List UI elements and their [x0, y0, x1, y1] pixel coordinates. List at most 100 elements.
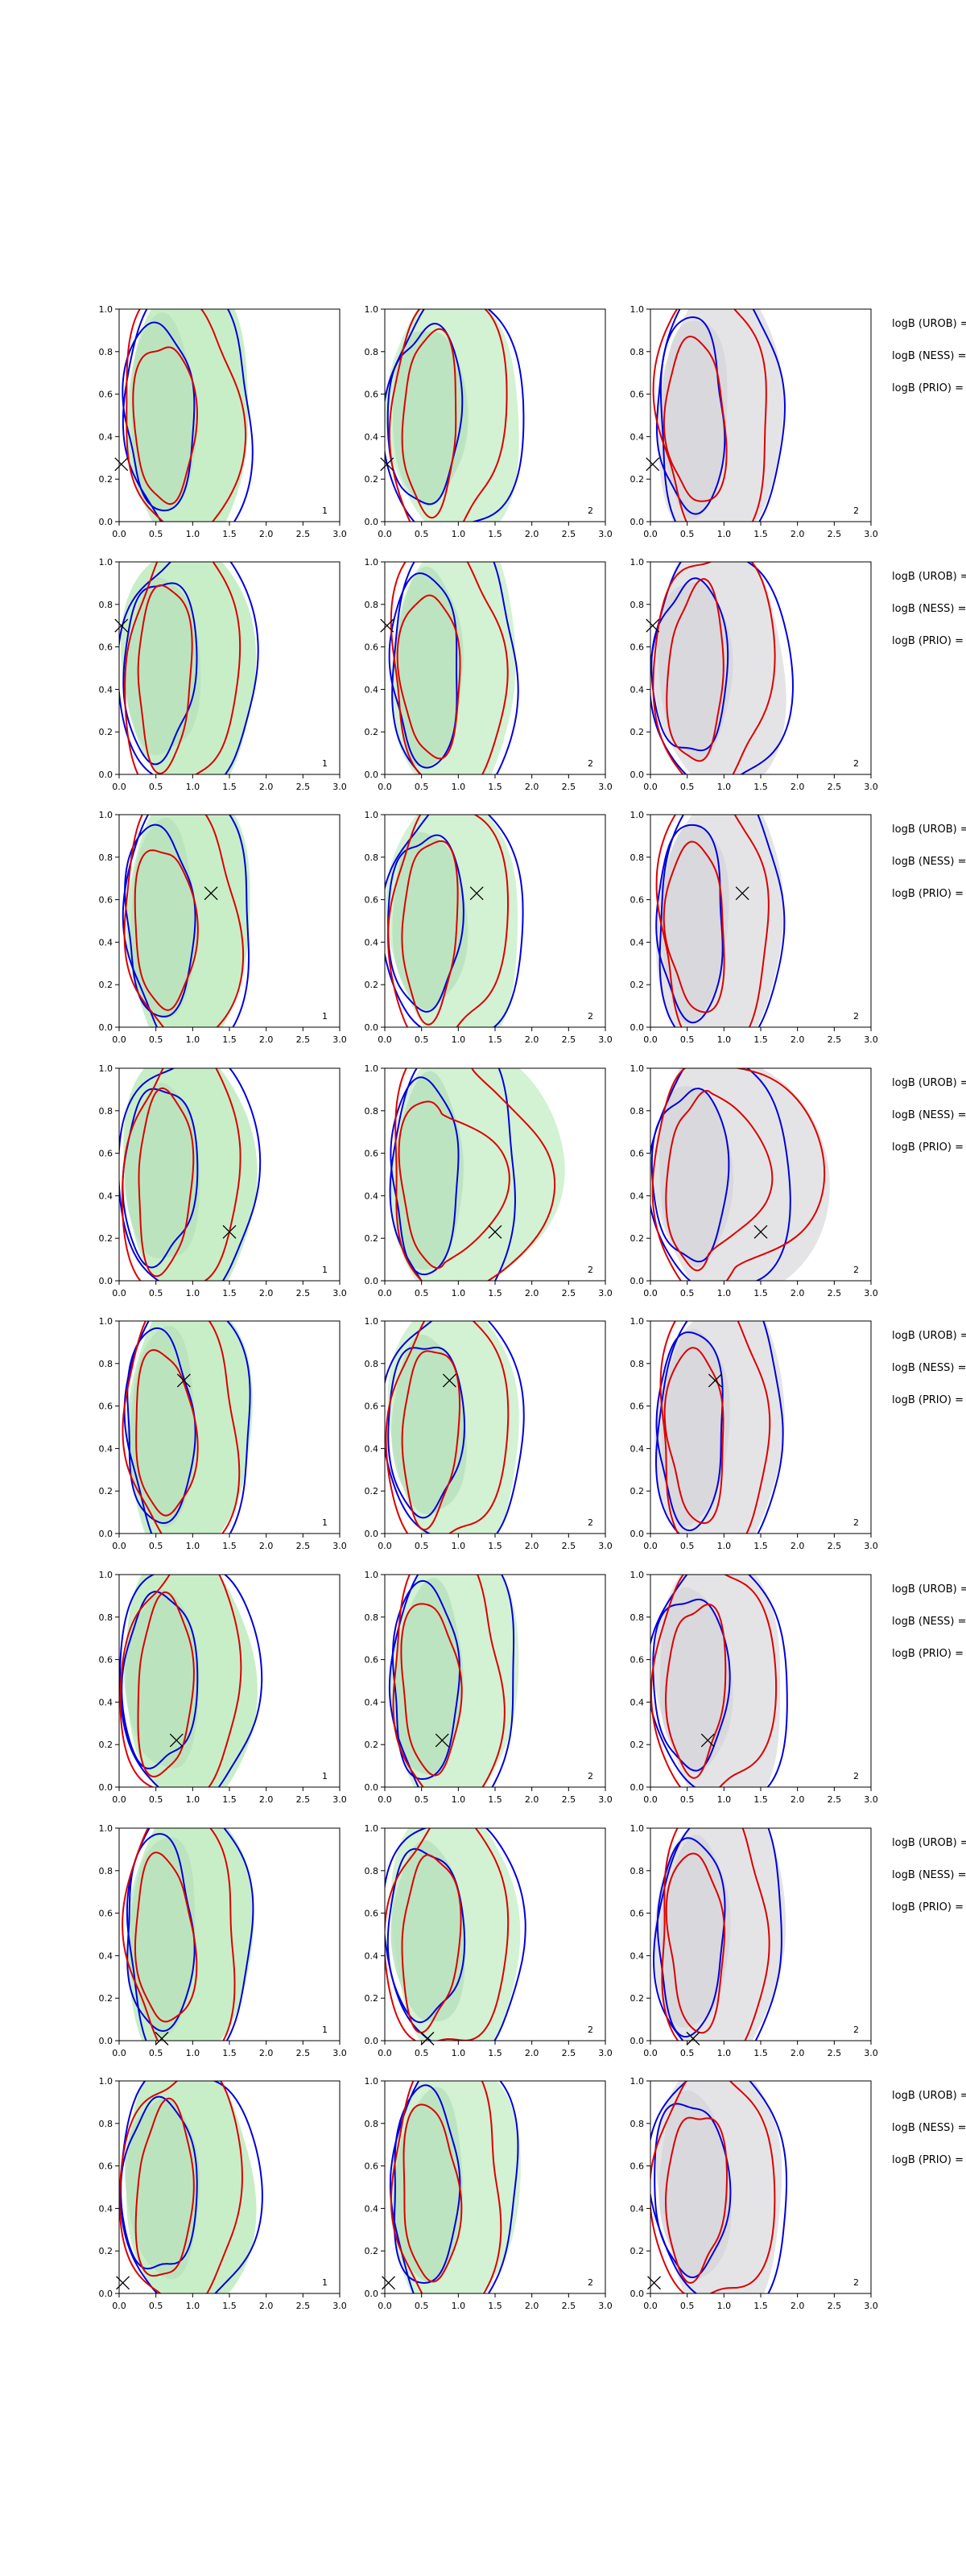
red-contour-outer — [122, 1828, 236, 2041]
x-tick-label: 3.0 — [598, 2301, 613, 2311]
y-tick-label: 0.4 — [630, 1951, 645, 1961]
side-label: logB (UROB) = — [892, 1583, 966, 1596]
x-tick-label: 0.5 — [415, 1288, 429, 1298]
y-tick-label: 0.4 — [630, 431, 645, 442]
x-tick-label: 1.5 — [488, 2048, 502, 2058]
y-tick-label: 0.0 — [99, 1276, 114, 1286]
inner-region — [393, 331, 469, 506]
side-label: logB (UROB) = — [892, 318, 966, 330]
x-tick-label: 0.0 — [112, 2301, 126, 2311]
side-label: logB (NESS) = — [892, 2122, 966, 2134]
red-contour-inner — [401, 1350, 461, 1531]
x-tick-label: 3.0 — [332, 1541, 347, 1551]
inner-region — [659, 1587, 733, 1773]
blue-contour-outer — [388, 1575, 515, 1787]
x-tick-label: 3.0 — [864, 782, 878, 792]
x-tick-label: 1.5 — [488, 1288, 502, 1298]
truth-marker — [176, 1373, 191, 1388]
x-tick-label: 1.0 — [186, 2301, 200, 2311]
y-tick-label: 0.0 — [630, 1529, 645, 1539]
y-tick-label: 0.2 — [365, 727, 379, 737]
y-tick-label: 0.8 — [630, 2119, 645, 2129]
red-contour-outer — [651, 1068, 826, 1281]
x-tick-label: 2.5 — [296, 1541, 311, 1551]
panel-annotation: 2 — [588, 2277, 593, 2288]
panel-r4-c2: 0.0 0.5 1.0 1.5 2.0 2.5 3.0 0.0 0.2 0.4 0.6 0.8 1.0 2 — [365, 1063, 613, 1298]
x-tick-label: 1.5 — [488, 1794, 502, 1805]
red-contour-outer — [119, 1575, 242, 1787]
panel-r6-c3: 0.0 0.5 1.0 1.5 2.0 2.5 3.0 0.0 0.2 0.4 0.6 0.8 1.0 2 — [630, 1570, 878, 1805]
inner-region — [396, 1071, 464, 1270]
red-contour-inner — [137, 1591, 195, 1777]
red-contour-outer — [122, 1321, 241, 1534]
x-tick-label: 0.5 — [149, 2301, 163, 2311]
x-tick-label: 3.0 — [598, 1794, 613, 1805]
x-tick-label: 2.0 — [525, 1541, 539, 1551]
red-contour-inner — [402, 2103, 463, 2283]
panel-r3-c1: 0.0 0.5 1.0 1.5 2.0 2.5 3.0 0.0 0.2 0.4 0.6 0.8 1.0 1 — [99, 810, 347, 1045]
x-tick-label: 0.0 — [378, 1034, 392, 1045]
y-tick-label: 0.4 — [630, 937, 645, 947]
panel-r7-c2: 0.0 0.5 1.0 1.5 2.0 2.5 3.0 0.0 0.2 0.4 0.6 0.8 1.0 2 — [365, 1823, 613, 2058]
red-contour-outer — [392, 1575, 506, 1787]
x-tick-label: 0.5 — [680, 529, 695, 539]
y-tick-label: 0.2 — [365, 1486, 379, 1496]
truth-marker — [169, 1733, 184, 1748]
y-tick-label: 0.4 — [630, 2203, 645, 2214]
y-tick-label: 0.8 — [365, 1866, 379, 1876]
x-tick-label: 1.5 — [222, 1794, 237, 1805]
panel-r3-c2: 0.0 0.5 1.0 1.5 2.0 2.5 3.0 0.0 0.2 0.4 0.6 0.8 1.0 2 — [365, 810, 613, 1045]
x-tick-label: 3.0 — [332, 529, 347, 539]
blue-contour-inner — [388, 572, 458, 769]
blue-contour-outer — [119, 1575, 263, 1787]
red-contour-inner — [664, 2116, 729, 2284]
panel-annotation: 2 — [853, 1517, 859, 1528]
panel-annotation: 2 — [588, 1771, 593, 1781]
y-tick-label: 0.8 — [365, 1612, 379, 1623]
x-tick-label: 2.5 — [562, 1541, 576, 1551]
x-tick-label: 0.0 — [112, 529, 126, 539]
x-tick-label: 2.0 — [525, 529, 539, 539]
x-tick-label: 3.0 — [332, 1794, 347, 1805]
y-tick-label: 0.8 — [365, 852, 379, 863]
inner-region — [394, 1578, 464, 1775]
blue-contour-inner — [656, 1837, 726, 2038]
x-tick-label: 0.0 — [378, 1288, 392, 1298]
y-tick-label: 0.2 — [365, 1740, 379, 1750]
blue-contour-inner — [387, 1346, 466, 1519]
x-tick-label: 2.5 — [828, 1541, 842, 1551]
x-tick-label: 2.0 — [259, 2301, 274, 2311]
x-tick-label: 1.0 — [452, 1541, 466, 1551]
y-tick-label: 0.6 — [630, 1402, 645, 1412]
x-tick-label: 0.5 — [415, 782, 429, 792]
x-tick-label: 1.0 — [186, 529, 200, 539]
y-tick-label: 0.8 — [630, 1359, 645, 1369]
x-tick-label: 1.0 — [186, 1034, 200, 1045]
x-tick-label: 1.0 — [717, 2301, 732, 2311]
y-tick-label: 0.0 — [99, 1529, 114, 1539]
y-tick-label: 0.8 — [630, 1106, 645, 1117]
x-tick-label: 2.0 — [525, 782, 539, 792]
y-tick-label: 0.4 — [99, 1697, 114, 1707]
side-label: logB (NESS) = — [892, 1109, 966, 1121]
x-tick-label: 2.5 — [828, 529, 842, 539]
truth-marker — [469, 886, 484, 901]
red-contour-inner — [138, 1087, 195, 1278]
panel-r3-c3: 0.0 0.5 1.0 1.5 2.0 2.5 3.0 0.0 0.2 0.4 0.6 0.8 1.0 2 — [630, 810, 878, 1045]
y-tick-label: 0.8 — [99, 1359, 114, 1369]
y-tick-label: 0.8 — [630, 347, 645, 357]
side-label: logB (UROB) = — [892, 824, 966, 836]
y-tick-label: 0.0 — [99, 2289, 114, 2299]
x-tick-label: 0.5 — [149, 1541, 163, 1551]
x-tick-label: 2.5 — [296, 782, 311, 792]
truth-marker — [114, 457, 129, 472]
y-tick-label: 0.6 — [630, 2161, 645, 2172]
x-tick-label: 1.0 — [452, 782, 466, 792]
x-tick-label: 0.0 — [112, 1034, 126, 1045]
y-tick-label: 1.0 — [365, 1063, 379, 1074]
side-label: logB (UROB) = — [892, 571, 966, 583]
y-tick-label: 0.4 — [99, 1951, 114, 1961]
x-tick-label: 0.0 — [112, 1541, 126, 1551]
y-tick-label: 0.6 — [630, 1149, 645, 1159]
x-tick-label: 0.0 — [378, 782, 392, 792]
